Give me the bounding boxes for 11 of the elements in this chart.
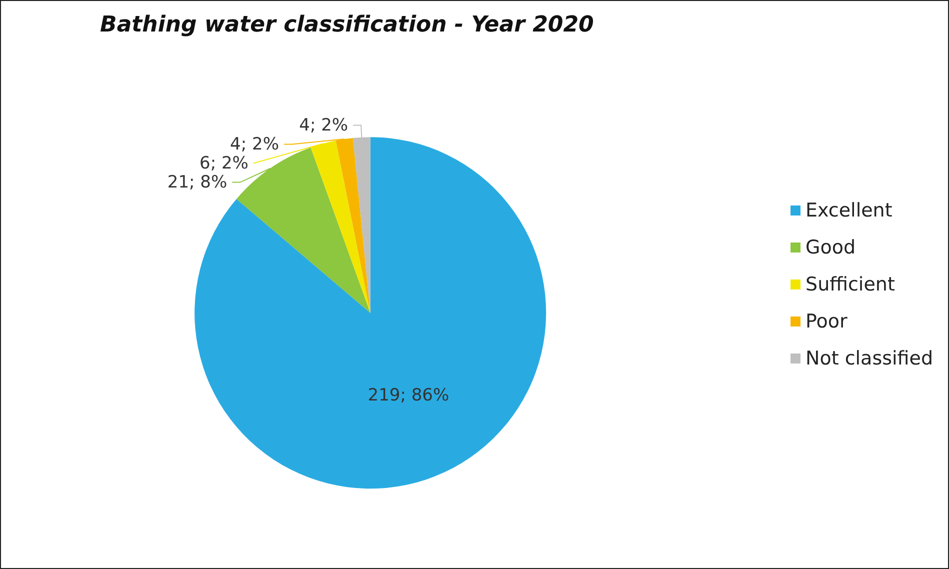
data-label: 4; 2% bbox=[299, 115, 348, 136]
legend-label: Sufficient bbox=[806, 274, 895, 296]
data-label: 6; 2% bbox=[200, 153, 248, 174]
legend-label: Not classified bbox=[806, 348, 934, 370]
legend-label: Excellent bbox=[806, 200, 892, 222]
data-label: 21; 8% bbox=[167, 172, 228, 192]
legend-label: Poor bbox=[806, 310, 848, 332]
legend-label: Good bbox=[806, 236, 856, 258]
data-label: 4; 2% bbox=[230, 134, 279, 154]
data-label: 219; 86% bbox=[368, 385, 450, 406]
chart-title: Bathing water classification - Year 2020 bbox=[100, 12, 594, 38]
